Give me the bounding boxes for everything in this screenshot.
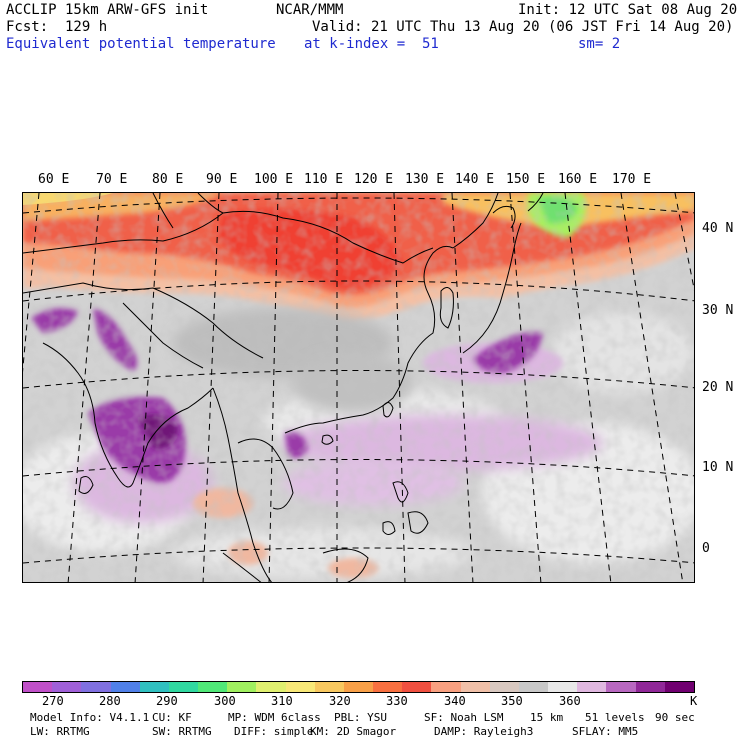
coastlines — [23, 193, 544, 582]
colorbar-swatch — [518, 682, 549, 692]
colorbar-tick-label: 270 — [42, 694, 64, 708]
organization-label: NCAR/MMM — [276, 2, 344, 18]
model-info-item: SF: Noah LSM — [424, 711, 504, 724]
longitude-label: 80 E — [152, 172, 184, 187]
colorbar-tick-label: 320 — [329, 694, 351, 708]
graticule — [23, 193, 694, 582]
colorbar-tick-label: 330 — [386, 694, 408, 708]
colorbar-swatch — [198, 682, 228, 692]
model-info-item: LW: RRTMG — [30, 725, 90, 738]
longitude-label: 100 E — [254, 172, 294, 187]
colorbar-swatch — [606, 682, 636, 692]
model-info-item: PBL: YSU — [334, 711, 387, 724]
colorbar-swatch — [139, 682, 169, 692]
model-info-item: MP: WDM 6class — [228, 711, 321, 724]
colorbar-swatch — [81, 682, 111, 692]
field-name: Equivalent potential temperature — [6, 36, 276, 52]
texture-overlay — [23, 193, 694, 582]
map-panel — [22, 192, 695, 583]
model-info-item: SW: RRTMG — [152, 725, 212, 738]
colorbar-swatch — [23, 682, 53, 692]
longitude-label: 110 E — [304, 172, 344, 187]
colorbar-swatch — [343, 682, 374, 692]
colorbar-tick-label: 350 — [501, 694, 523, 708]
model-info-item: SFLAY: MM5 — [572, 725, 639, 738]
model-info-item: DIFF: simple — [234, 725, 314, 738]
latitude-label: 40 N — [702, 221, 734, 236]
colorbar-tick-label: 280 — [99, 694, 121, 708]
colorbar-swatch — [577, 682, 607, 692]
level-label: at k-index = 51 — [304, 36, 439, 52]
longitude-label: 90 E — [206, 172, 238, 187]
model-info-item: 51 levels — [585, 711, 645, 724]
longitude-label: 170 E — [612, 172, 652, 187]
colorbar-tick-label: 300 — [214, 694, 236, 708]
init-time: Init: 12 UTC Sat 08 Aug 20 — [518, 2, 738, 18]
colorbar-swatch — [256, 682, 286, 692]
model-info-item: 90 sec — [655, 711, 695, 724]
colorbar-unit: K — [690, 694, 698, 708]
longitude-label: 140 E — [455, 172, 495, 187]
latitude-label: 0 — [702, 541, 710, 556]
colorbar-swatch — [664, 682, 694, 692]
latitude-label: 30 N — [702, 303, 734, 318]
colorbar-swatch — [548, 682, 578, 692]
colorbar-swatch — [431, 682, 461, 692]
longitude-label: 60 E — [38, 172, 70, 187]
colorbar-tick-label: 340 — [444, 694, 466, 708]
colorbar-swatch — [52, 682, 82, 692]
forecast-hour: Fcst: 129 h — [6, 19, 108, 35]
model-info-item: KM: 2D Smagor — [310, 725, 397, 738]
colorbar-swatch — [168, 682, 199, 692]
colorbar-swatch — [635, 682, 665, 692]
map-graphic — [23, 193, 694, 582]
colorbar-swatch — [110, 682, 140, 692]
smoothing-label: sm= 2 — [578, 36, 621, 52]
model-info-item: 15 km — [530, 711, 564, 724]
model-info-item: CU: KF — [152, 711, 192, 724]
colorbar — [22, 681, 695, 693]
model-info-item: Model Info: V4.1.1 — [30, 711, 150, 724]
longitude-label: 160 E — [558, 172, 598, 187]
model-info-item: DAMP: Rayleigh3 — [434, 725, 534, 738]
colorbar-swatch — [373, 682, 403, 692]
longitude-label: 120 E — [354, 172, 394, 187]
colorbar-swatch — [227, 682, 257, 692]
longitude-label: 130 E — [405, 172, 445, 187]
latitude-label: 20 N — [702, 380, 734, 395]
model-title: ACCLIP 15km ARW-GFS init — [6, 2, 209, 18]
colorbar-swatch — [402, 682, 432, 692]
colorbar-swatch — [489, 682, 519, 692]
colorbar-tick-label: 310 — [271, 694, 293, 708]
longitude-label: 70 E — [96, 172, 128, 187]
colorbar-swatch — [460, 682, 490, 692]
colorbar-swatch — [285, 682, 315, 692]
latitude-label: 10 N — [702, 460, 734, 475]
valid-time: Valid: 21 UTC Thu 13 Aug 20 (06 JST Fri … — [312, 19, 734, 35]
colorbar-tick-label: 290 — [156, 694, 178, 708]
longitude-label: 150 E — [506, 172, 546, 187]
colorbar-swatch — [314, 682, 344, 692]
colorbar-tick-label: 360 — [559, 694, 581, 708]
